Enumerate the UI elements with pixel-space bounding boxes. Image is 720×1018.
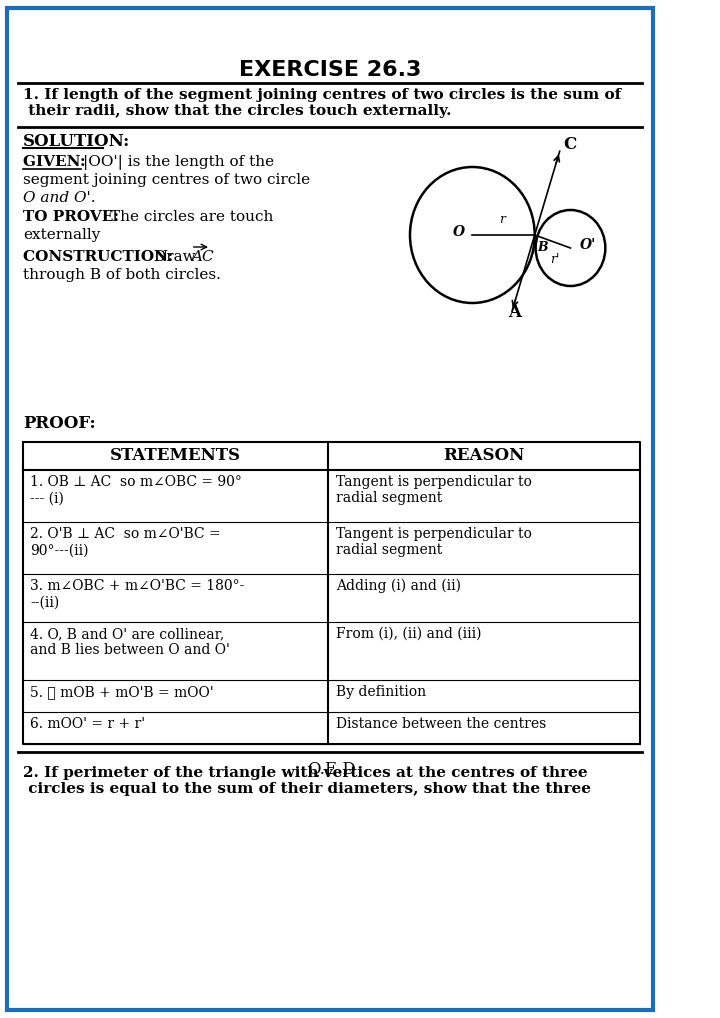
Text: TO PROVE:: TO PROVE: [23,210,124,224]
Text: O and O'.: O and O'. [23,191,96,205]
Text: Adding (i) and (ii): Adding (i) and (ii) [336,579,461,593]
Text: REASON: REASON [444,447,525,464]
Text: r': r' [550,253,559,266]
Text: 5. ∴ mOB + mO'B = mOO': 5. ∴ mOB + mO'B = mOO' [30,685,214,699]
Bar [23,442,640,470]
Text: B: B [537,241,548,254]
Text: |OO'| is the length of the: |OO'| is the length of the [83,155,274,170]
FancyBboxPatch shape [7,8,653,1010]
Text: 4. O, B and O' are collinear,
and B lies between O and O': 4. O, B and O' are collinear, and B lies… [30,627,230,658]
Text: r: r [499,213,505,226]
Text: externally: externally [23,228,100,242]
Text: 2. If perimeter of the triangle with vertices at the centres of three
 circles i: 2. If perimeter of the triangle with ver… [23,766,591,796]
Text: 1. If length of the segment joining centres of two circles is the sum of
 their : 1. If length of the segment joining cent… [23,88,621,118]
Text: segment joining centres of two circle: segment joining centres of two circle [23,173,310,187]
Text: C: C [563,136,577,154]
Text: Tangent is perpendicular to
radial segment: Tangent is perpendicular to radial segme… [336,475,531,505]
Text: CONSTRUCTION:: CONSTRUCTION: [23,250,179,264]
Text: From (i), (ii) and (iii): From (i), (ii) and (iii) [336,627,481,641]
Text: O': O' [580,238,596,252]
Text: Draw: Draw [154,250,201,264]
Text: 3. m∠OBC + m∠O'BC = 180°-
--(ii): 3. m∠OBC + m∠O'BC = 180°- --(ii) [30,579,245,609]
Text: STATEMENTS: STATEMENTS [110,447,241,464]
Text: GIVEN:: GIVEN: [23,155,91,169]
Text: SOLUTION:: SOLUTION: [23,133,130,150]
Text: 2. O'B ⊥ AC  so m∠O'BC =
90°---(ii): 2. O'B ⊥ AC so m∠O'BC = 90°---(ii) [30,527,221,557]
Text: 1. OB ⊥ AC  so m∠OBC = 90°
--- (i): 1. OB ⊥ AC so m∠OBC = 90° --- (i) [30,475,242,505]
Text: O: O [453,225,464,239]
Text: Tangent is perpendicular to
radial segment: Tangent is perpendicular to radial segme… [336,527,531,557]
Text: The circles are touch: The circles are touch [110,210,274,224]
Text: Q.E.D: Q.E.D [307,760,356,777]
Text: By definition: By definition [336,685,426,699]
Text: through B of both circles.: through B of both circles. [23,268,221,282]
Text: EXERCISE 26.3: EXERCISE 26.3 [239,60,421,80]
Text: PROOF:: PROOF: [23,415,96,432]
Text: AC: AC [191,250,213,264]
Text: Distance between the centres: Distance between the centres [336,717,546,731]
Text: A: A [508,304,521,321]
Text: 6. mOO' = r + r': 6. mOO' = r + r' [30,717,145,731]
